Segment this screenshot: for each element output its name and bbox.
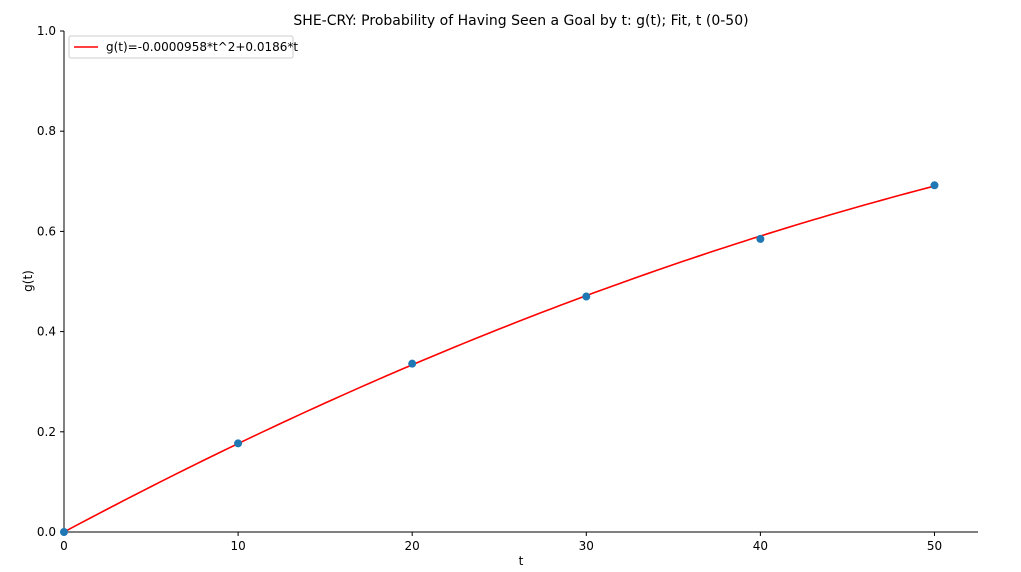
data-point xyxy=(756,234,765,243)
legend-fit-label: g(t)=-0.0000958*t^2+0.0186*t xyxy=(106,40,298,54)
x-axis-label: t xyxy=(519,554,524,568)
y-tick-label: 0.4 xyxy=(37,325,56,339)
legend: g(t)=-0.0000958*t^2+0.0186*t xyxy=(68,35,298,59)
data-points xyxy=(60,181,939,536)
y-axis-ticks: 0.0 0.2 0.4 0.6 0.8 1.0 xyxy=(37,24,64,539)
y-tick-label: 0.2 xyxy=(37,425,56,439)
data-point xyxy=(234,439,243,448)
data-point xyxy=(930,181,939,190)
chart-title: SHE-CRY: Probability of Having Seen a Go… xyxy=(293,13,748,29)
x-tick-label: 0 xyxy=(60,539,68,553)
y-tick-label: 0.6 xyxy=(37,224,56,238)
x-tick-label: 40 xyxy=(753,539,768,553)
x-tick-label: 30 xyxy=(579,539,594,553)
data-point xyxy=(408,359,417,368)
x-tick-label: 50 xyxy=(927,539,942,553)
y-tick-label: 0.0 xyxy=(37,525,56,539)
x-tick-label: 10 xyxy=(230,539,245,553)
legend-box xyxy=(68,35,294,59)
y-axis-label: g(t) xyxy=(21,270,35,292)
x-tick-label: 20 xyxy=(405,539,420,553)
y-tick-label: 1.0 xyxy=(37,24,56,38)
data-point xyxy=(582,292,591,301)
y-tick-label: 0.8 xyxy=(37,124,56,138)
x-axis-ticks: 0 10 20 30 40 50 xyxy=(60,532,942,553)
fit-curve xyxy=(63,185,935,533)
data-point xyxy=(60,528,68,536)
